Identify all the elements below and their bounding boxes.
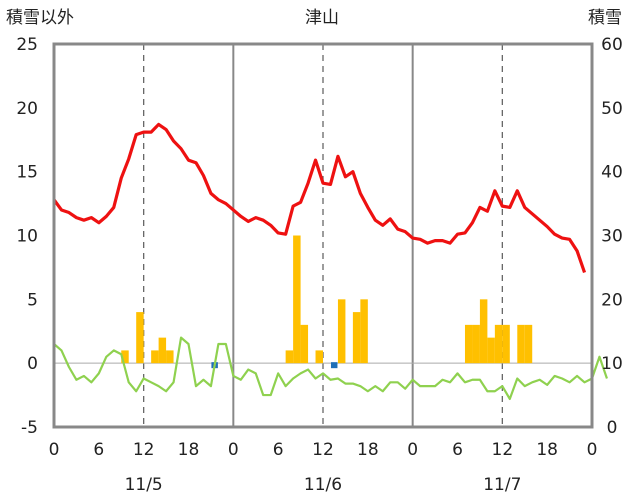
x-ticks: 0 6 12 18 0 6 12 18 0 6 12 18 0 xyxy=(49,440,598,460)
series-lines xyxy=(52,122,608,401)
left-tick-label: 0 xyxy=(27,354,38,374)
x-tick-label: 12 xyxy=(492,440,514,460)
precipitation-bar xyxy=(479,299,488,364)
right-axis-label: 積雪 xyxy=(588,8,622,28)
right-tick-label: 20 xyxy=(601,290,623,310)
precipitation-bar xyxy=(352,312,361,364)
chart-title: 津山 xyxy=(305,8,339,28)
precipitation-bar xyxy=(121,350,129,364)
precipitation-bar xyxy=(360,299,368,364)
date-labels: 11/5 11/6 11/7 xyxy=(125,475,522,495)
precipitation-bar xyxy=(315,350,323,364)
x-tick-label: 6 xyxy=(452,440,463,460)
precipitation-bar xyxy=(300,324,309,364)
left-tick-label: 5 xyxy=(27,290,38,310)
precipitation-bar xyxy=(472,324,480,364)
precipitation-bar xyxy=(337,299,346,364)
date-label: 11/6 xyxy=(304,475,342,495)
precipitation-bar xyxy=(293,235,301,364)
x-tick-label: 0 xyxy=(228,440,239,460)
precipitation-bar xyxy=(517,324,525,364)
precipitation-bars xyxy=(121,235,533,364)
snow-marker xyxy=(330,362,338,369)
precipitation-bar xyxy=(136,312,144,364)
wind-line xyxy=(53,336,608,401)
precipitation-bar xyxy=(158,337,167,364)
x-tick-label: 18 xyxy=(178,440,200,460)
precipitation-bar xyxy=(502,324,510,364)
precipitation-bar xyxy=(166,350,174,364)
precipitation-bar xyxy=(285,350,294,364)
x-tick-label: 12 xyxy=(133,440,155,460)
x-tick-label: 12 xyxy=(312,440,334,460)
date-label: 11/5 xyxy=(125,475,163,495)
precipitation-bar xyxy=(151,350,159,364)
right-tick-label: 40 xyxy=(601,163,623,183)
left-axis-label: 積雪以外 xyxy=(6,8,74,28)
left-tick-label: 20 xyxy=(16,99,38,119)
precipitation-bar xyxy=(487,337,495,364)
right-y-ticks: 60 50 40 30 20 10 0 xyxy=(601,35,623,438)
left-y-ticks: 25 20 15 10 5 0 -5 xyxy=(16,35,38,438)
date-label: 11/7 xyxy=(483,475,521,495)
temperature-line xyxy=(52,122,587,274)
x-tick-label: 0 xyxy=(49,440,60,460)
right-tick-label: 10 xyxy=(601,354,623,374)
left-tick-label: -5 xyxy=(21,418,38,438)
right-tick-label: 30 xyxy=(601,227,623,247)
x-tick-label: 6 xyxy=(273,440,284,460)
x-tick-label: 0 xyxy=(407,440,418,460)
plot-frame xyxy=(52,42,594,429)
x-tick-label: 0 xyxy=(587,440,598,460)
left-tick-label: 10 xyxy=(16,227,38,247)
x-tick-label: 18 xyxy=(357,440,379,460)
right-tick-label: 60 xyxy=(601,35,623,55)
grid-lines xyxy=(54,44,592,427)
left-tick-label: 25 xyxy=(16,35,38,55)
precipitation-bar xyxy=(524,324,533,364)
right-tick-label: 0 xyxy=(607,418,618,438)
x-tick-label: 6 xyxy=(93,440,104,460)
precipitation-bar xyxy=(494,324,503,364)
left-tick-label: 15 xyxy=(16,163,38,183)
right-tick-label: 50 xyxy=(601,99,623,119)
precipitation-bar xyxy=(464,324,473,364)
x-tick-label: 18 xyxy=(536,440,558,460)
